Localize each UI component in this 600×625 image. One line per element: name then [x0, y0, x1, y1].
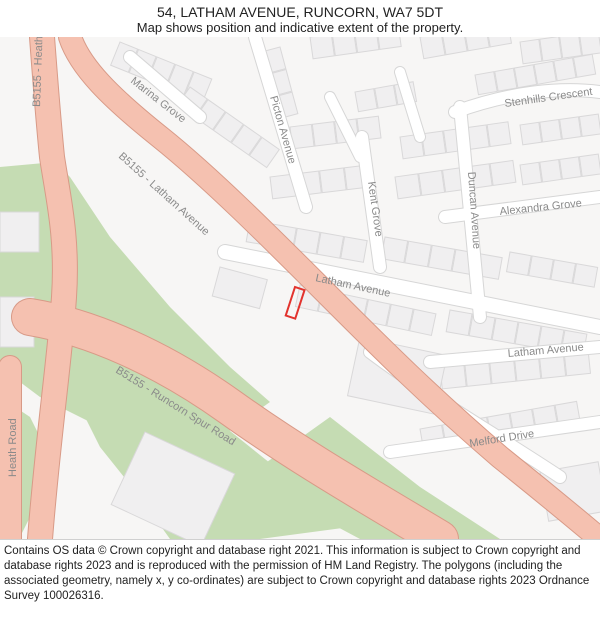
map-subtitle: Map shows position and indicative extent… [0, 20, 600, 37]
building [446, 310, 472, 336]
building [492, 318, 518, 344]
property-address-title: 54, LATHAM AVENUE, RUNCORN, WA7 5DT [0, 0, 600, 20]
building [579, 37, 600, 55]
building [554, 58, 576, 81]
building [312, 122, 336, 146]
copyright-footer: Contains OS data © Crown copyright and d… [0, 539, 600, 604]
building [332, 37, 356, 56]
building [540, 160, 562, 182]
building [405, 241, 431, 267]
building [560, 37, 582, 58]
building [341, 237, 367, 263]
building [428, 245, 454, 271]
building [320, 168, 347, 193]
building [410, 309, 436, 335]
map-svg: B5155 - Heath RoadMarina GroveB5155 - La… [0, 37, 600, 539]
building [355, 89, 377, 112]
building [0, 212, 39, 252]
building [560, 117, 582, 139]
building [317, 233, 343, 259]
building [495, 68, 517, 91]
building [579, 114, 600, 136]
building [514, 65, 536, 88]
building [520, 162, 542, 184]
building [573, 54, 595, 77]
building [520, 39, 542, 63]
building [520, 122, 542, 144]
building [534, 61, 556, 84]
building [442, 37, 467, 55]
building [579, 154, 600, 176]
building [540, 120, 562, 142]
building [507, 252, 532, 275]
building [310, 37, 334, 59]
building [573, 264, 598, 287]
building-row [0, 212, 39, 252]
building [420, 37, 445, 59]
building [515, 322, 541, 348]
building [375, 85, 397, 108]
building [387, 304, 413, 330]
building [419, 170, 445, 195]
building [490, 160, 516, 185]
building [551, 260, 576, 283]
map-viewport: B5155 - Heath RoadMarina GroveB5155 - La… [0, 37, 600, 539]
building [540, 37, 562, 61]
building [475, 72, 497, 95]
building [487, 122, 511, 147]
page-container: 54, LATHAM AVENUE, RUNCORN, WA7 5DT Map … [0, 0, 600, 625]
building [395, 174, 421, 199]
building [355, 37, 379, 53]
building [560, 157, 582, 179]
building [529, 256, 554, 279]
street-label: Heath Road [7, 418, 19, 477]
